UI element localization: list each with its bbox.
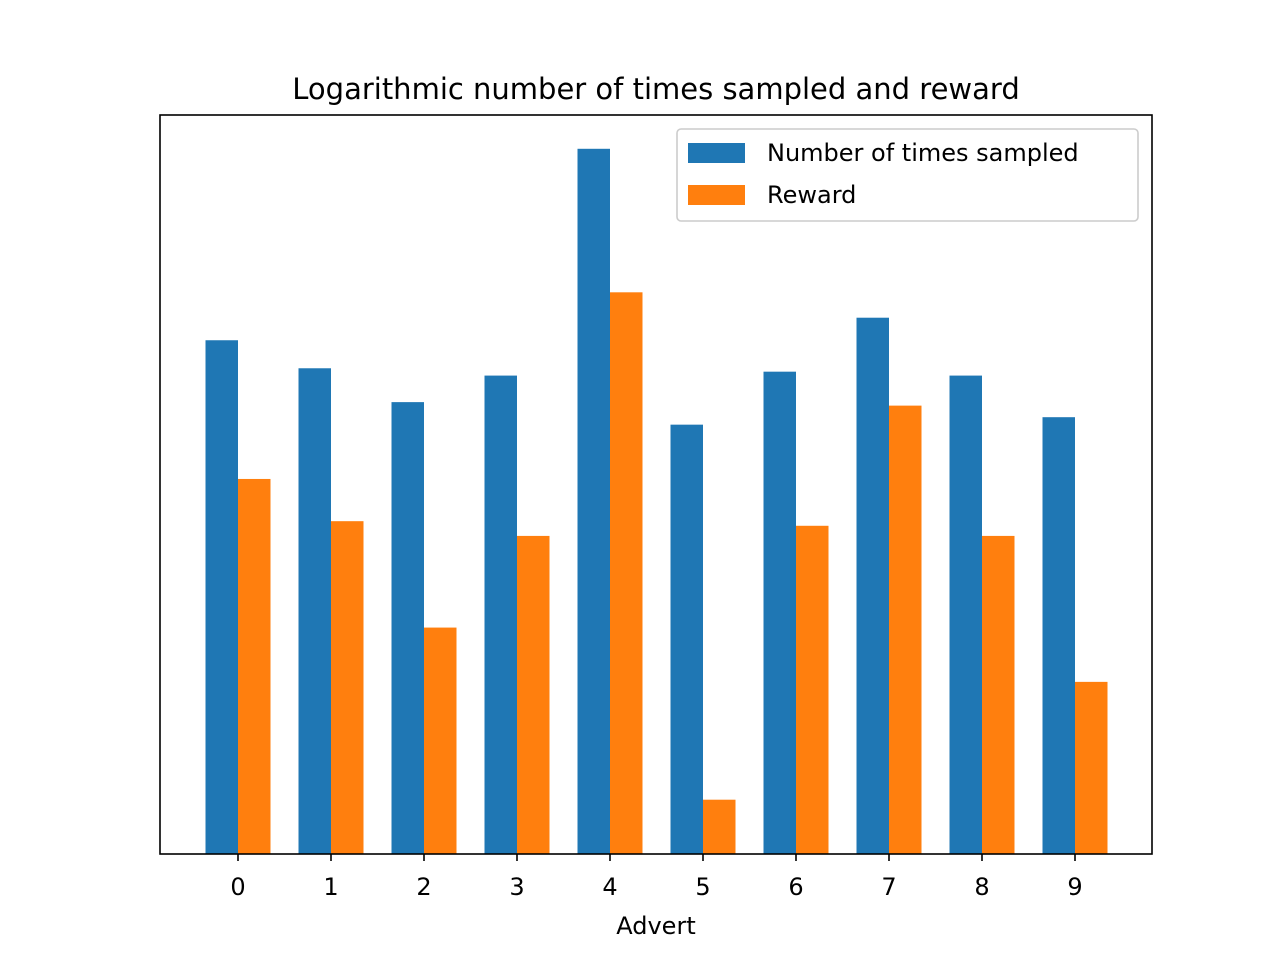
bar-reward-5 <box>703 799 736 854</box>
bars-layer <box>205 148 1108 855</box>
x-tick-label: 2 <box>416 873 431 901</box>
legend-swatch-number-of-times-sampled <box>688 143 745 163</box>
legend-swatch-reward <box>688 185 745 205</box>
bar-number-of-times-sampled-3 <box>484 375 517 854</box>
bar-number-of-times-sampled-8 <box>949 375 982 854</box>
legend-label-reward: Reward <box>767 181 856 209</box>
bar-reward-8 <box>982 535 1015 854</box>
x-tick-label: 9 <box>1067 873 1082 901</box>
bar-number-of-times-sampled-4 <box>577 148 610 855</box>
x-ticks-layer: 0 1 2 3 4 5 6 7 8 9 <box>230 854 1083 901</box>
x-tick-label: 1 <box>323 873 338 901</box>
chart-title: Logarithmic number of times sampled and … <box>292 72 1019 106</box>
legend-box <box>676 128 1139 222</box>
bar-reward-2 <box>424 627 457 854</box>
x-axis-label: Advert <box>616 912 695 940</box>
bar-reward-3 <box>517 535 550 854</box>
bar-number-of-times-sampled-6 <box>763 371 796 854</box>
x-tick-label: 3 <box>509 873 524 901</box>
bar-reward-1 <box>331 521 364 854</box>
bar-number-of-times-sampled-5 <box>670 424 703 854</box>
x-tick-label: 6 <box>788 873 803 901</box>
plot-frame <box>159 114 1153 855</box>
bar-reward-4 <box>610 292 643 854</box>
legend: Number of times sampled Reward <box>676 128 1139 222</box>
bar-reward-0 <box>238 478 271 854</box>
bar-number-of-times-sampled-7 <box>856 317 889 854</box>
bar-number-of-times-sampled-9 <box>1042 417 1075 854</box>
bar-reward-6 <box>796 525 829 854</box>
x-tick-label: 5 <box>695 873 710 901</box>
bar-reward-9 <box>1075 681 1108 854</box>
x-tick-label: 7 <box>881 873 896 901</box>
bar-number-of-times-sampled-1 <box>298 368 331 854</box>
x-tick-label: 8 <box>974 873 989 901</box>
bar-reward-7 <box>889 405 922 854</box>
bar-number-of-times-sampled-2 <box>391 402 424 854</box>
x-tick-label: 0 <box>230 873 245 901</box>
legend-label-number-of-times-sampled: Number of times sampled <box>767 139 1079 167</box>
bar-number-of-times-sampled-0 <box>205 340 238 854</box>
x-tick-label: 4 <box>602 873 617 901</box>
